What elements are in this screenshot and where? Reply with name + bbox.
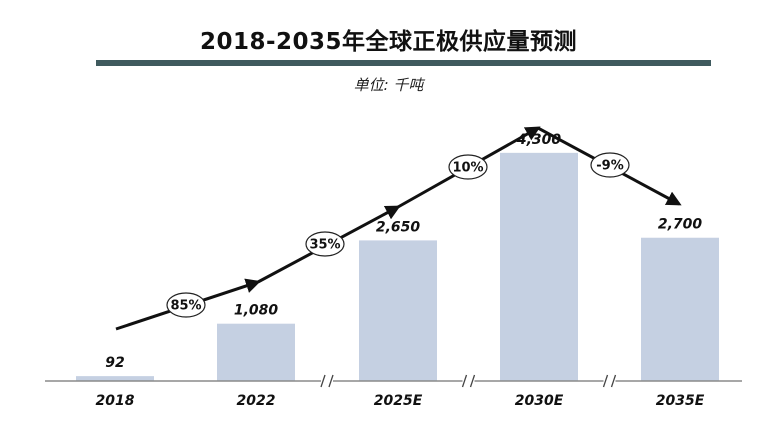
- growth-label: 85%: [170, 299, 201, 314]
- growth-badge-2030E-2035E: -9%: [590, 152, 630, 178]
- growth-label: -9%: [596, 159, 623, 174]
- tick-label-2018: 2018: [96, 393, 135, 409]
- bar-2025E: [359, 240, 437, 381]
- title-underline: [96, 60, 711, 66]
- tick-label-2022: 2022: [237, 393, 276, 409]
- value-label-2030E: 4,300: [516, 132, 562, 148]
- axis-break-mark: [320, 374, 334, 388]
- tick-label-2035E: 2035E: [656, 393, 705, 409]
- tick-label-2030E: 2030E: [515, 393, 564, 409]
- unit-label: 单位: 千吨: [353, 76, 424, 94]
- growth-label: 10%: [452, 161, 483, 176]
- bar-2030E: [500, 152, 578, 381]
- axis-break-mark: [602, 374, 617, 388]
- bar-2035E: [641, 237, 719, 381]
- growth-badge-2025E-2030E: 10%: [448, 154, 488, 180]
- growth-label: 35%: [309, 238, 340, 253]
- chart-title: 2018-2035年全球正极供应量预测: [199, 29, 578, 55]
- value-label-2018: 92: [105, 355, 124, 371]
- bar-2018: [76, 376, 154, 381]
- bar-2022: [217, 323, 295, 381]
- growth-badge-2022-2025E: 35%: [305, 231, 345, 257]
- axis-break-mark: [461, 374, 476, 388]
- value-label-2025E: 2,650: [376, 219, 421, 235]
- value-label-2022: 1,080: [234, 303, 279, 319]
- tick-label-2025E: 2025E: [374, 393, 423, 409]
- value-label-2035E: 2,700: [658, 217, 703, 233]
- growth-badge-2018-2022: 85%: [166, 292, 206, 318]
